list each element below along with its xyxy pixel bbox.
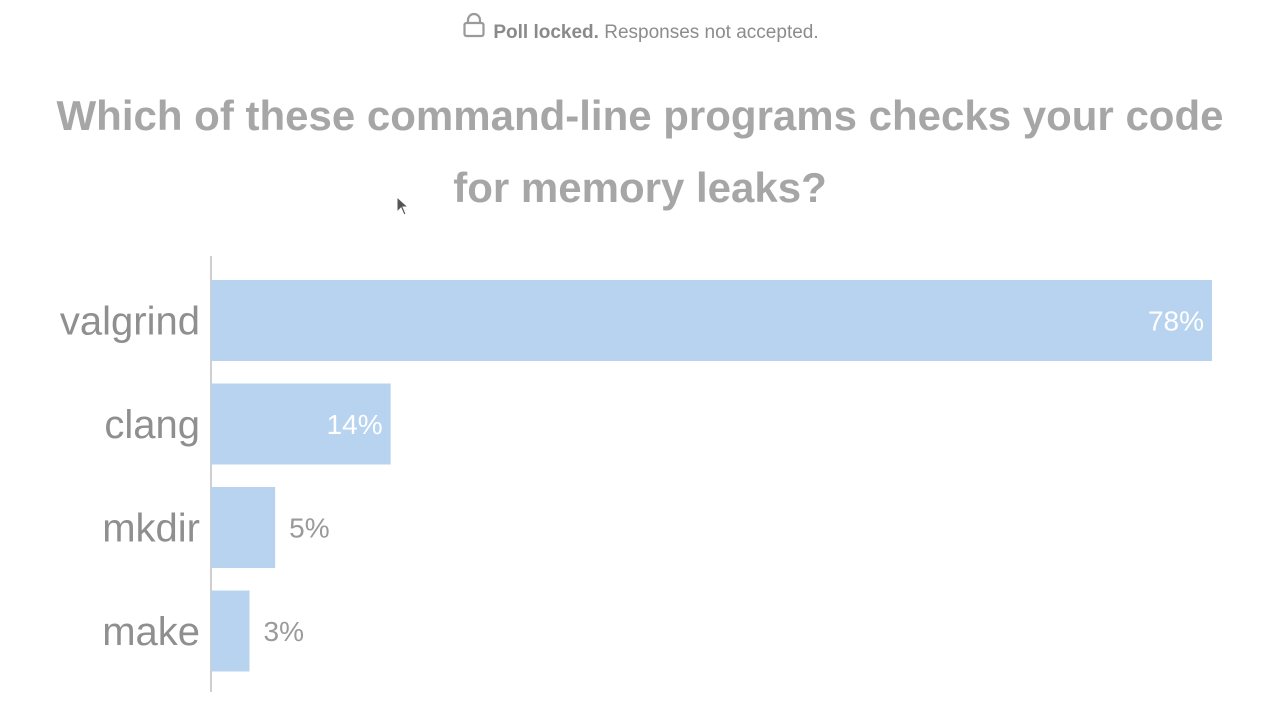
question-line-1: Which of these command-line programs che… [56, 92, 1224, 139]
bar-mkdir [211, 487, 276, 568]
poll-question: Which of these command-line programs che… [0, 80, 1280, 224]
poll-status-message: Responses not accepted. [604, 22, 819, 44]
lock-icon [461, 12, 487, 50]
bar-make [211, 590, 250, 672]
bar-valgrind [211, 280, 1212, 361]
results-bar-chart: valgrind 78% clang 14% mkdir 5% make 3% [60, 256, 1212, 692]
poll-locked-label: Poll locked. [493, 22, 599, 44]
poll-status: Poll locked. Responses not accepted. [0, 12, 1280, 52]
value-label-clang: 14% [327, 409, 383, 440]
category-label-valgrind: valgrind [60, 300, 200, 344]
category-label-make: make [102, 610, 200, 654]
value-label-valgrind: 78% [1148, 306, 1204, 337]
bar-clang [211, 383, 391, 465]
mouse-cursor-icon [396, 195, 410, 223]
question-line-2: for memory leaks? [453, 164, 827, 211]
value-label-mkdir: 5% [289, 513, 329, 544]
category-label-clang: clang [104, 403, 200, 447]
category-label-mkdir: mkdir [102, 507, 200, 551]
value-label-make: 3% [264, 616, 304, 647]
